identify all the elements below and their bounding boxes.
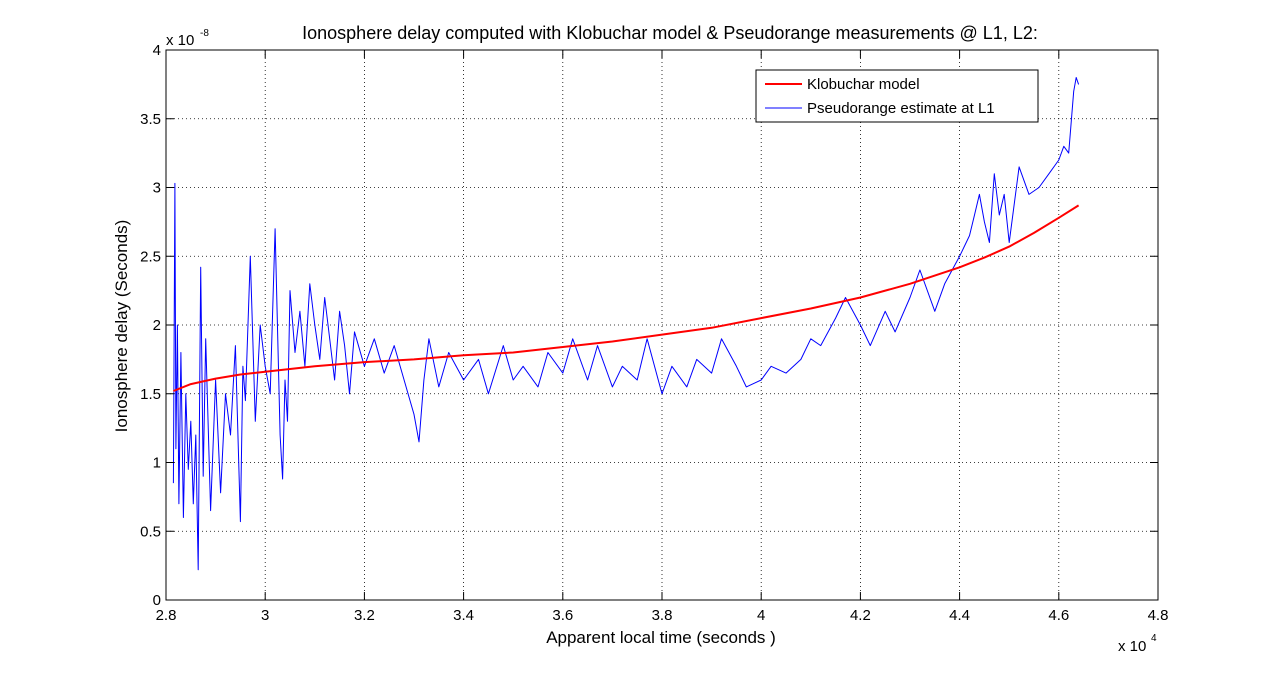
x-axis-multiplier: x 10 4 (1118, 633, 1157, 655)
y-axis-label: Ionosphere delay (Seconds) (112, 220, 131, 433)
legend-box (755, 69, 1039, 123)
series-line-klobuchar (173, 204, 1080, 392)
tick-marks (165, 49, 1159, 601)
x-multiplier-base: x 10 (1118, 638, 1146, 655)
x-tick-label: 2.8 (156, 607, 177, 624)
x-tick-labels: 2.8 3 3.2 3.4 3.6 3.8 4 4.2 4.4 4.6 4.8 (156, 607, 1169, 624)
y-tick-label: 2 (153, 317, 161, 334)
x-tick-label: 4.4 (949, 607, 970, 624)
series-line-pseudorange (172, 77, 1080, 571)
x-tick-label: 4 (757, 607, 765, 624)
x-tick-label: 4.6 (1048, 607, 1069, 624)
legend-label-pseudorange: Pseudorange estimate at L1 (807, 100, 995, 117)
y-multiplier-base: x 10 (166, 32, 194, 49)
x-tick-label: 4.2 (850, 607, 871, 624)
y-tick-label: 1.5 (140, 386, 161, 403)
y-tick-label: 0 (153, 592, 161, 609)
y-tick-label: 3.5 (140, 111, 161, 128)
y-tick-label: 0.5 (140, 523, 161, 540)
y-multiplier-exponent: -8 (200, 28, 209, 39)
x-tick-label: 3.8 (652, 607, 673, 624)
legend: Klobuchar model Pseudorange estimate at … (755, 69, 1039, 123)
x-multiplier-exponent: 4 (1151, 633, 1157, 644)
x-tick-label: 4.8 (1148, 607, 1169, 624)
y-tick-label: 4 (153, 42, 161, 59)
x-tick-label: 3.4 (453, 607, 474, 624)
x-tick-label: 3.6 (552, 607, 573, 624)
y-tick-label: 2.5 (140, 248, 161, 265)
x-tick-label: 3.2 (354, 607, 375, 624)
y-tick-labels: 0 0.5 1 1.5 2 2.5 3 3.5 4 (140, 42, 161, 609)
chart-title: Ionosphere delay computed with Klobuchar… (302, 23, 1038, 43)
y-tick-label: 3 (153, 180, 161, 197)
series-layer (172, 77, 1080, 571)
x-tick-label: 3 (261, 607, 269, 624)
y-tick-label: 1 (153, 455, 161, 472)
legend-label-klobuchar: Klobuchar model (807, 76, 920, 93)
y-axis-multiplier: x 10 -8 (166, 28, 209, 49)
x-axis-label: Apparent local time (seconds ) (546, 628, 776, 647)
